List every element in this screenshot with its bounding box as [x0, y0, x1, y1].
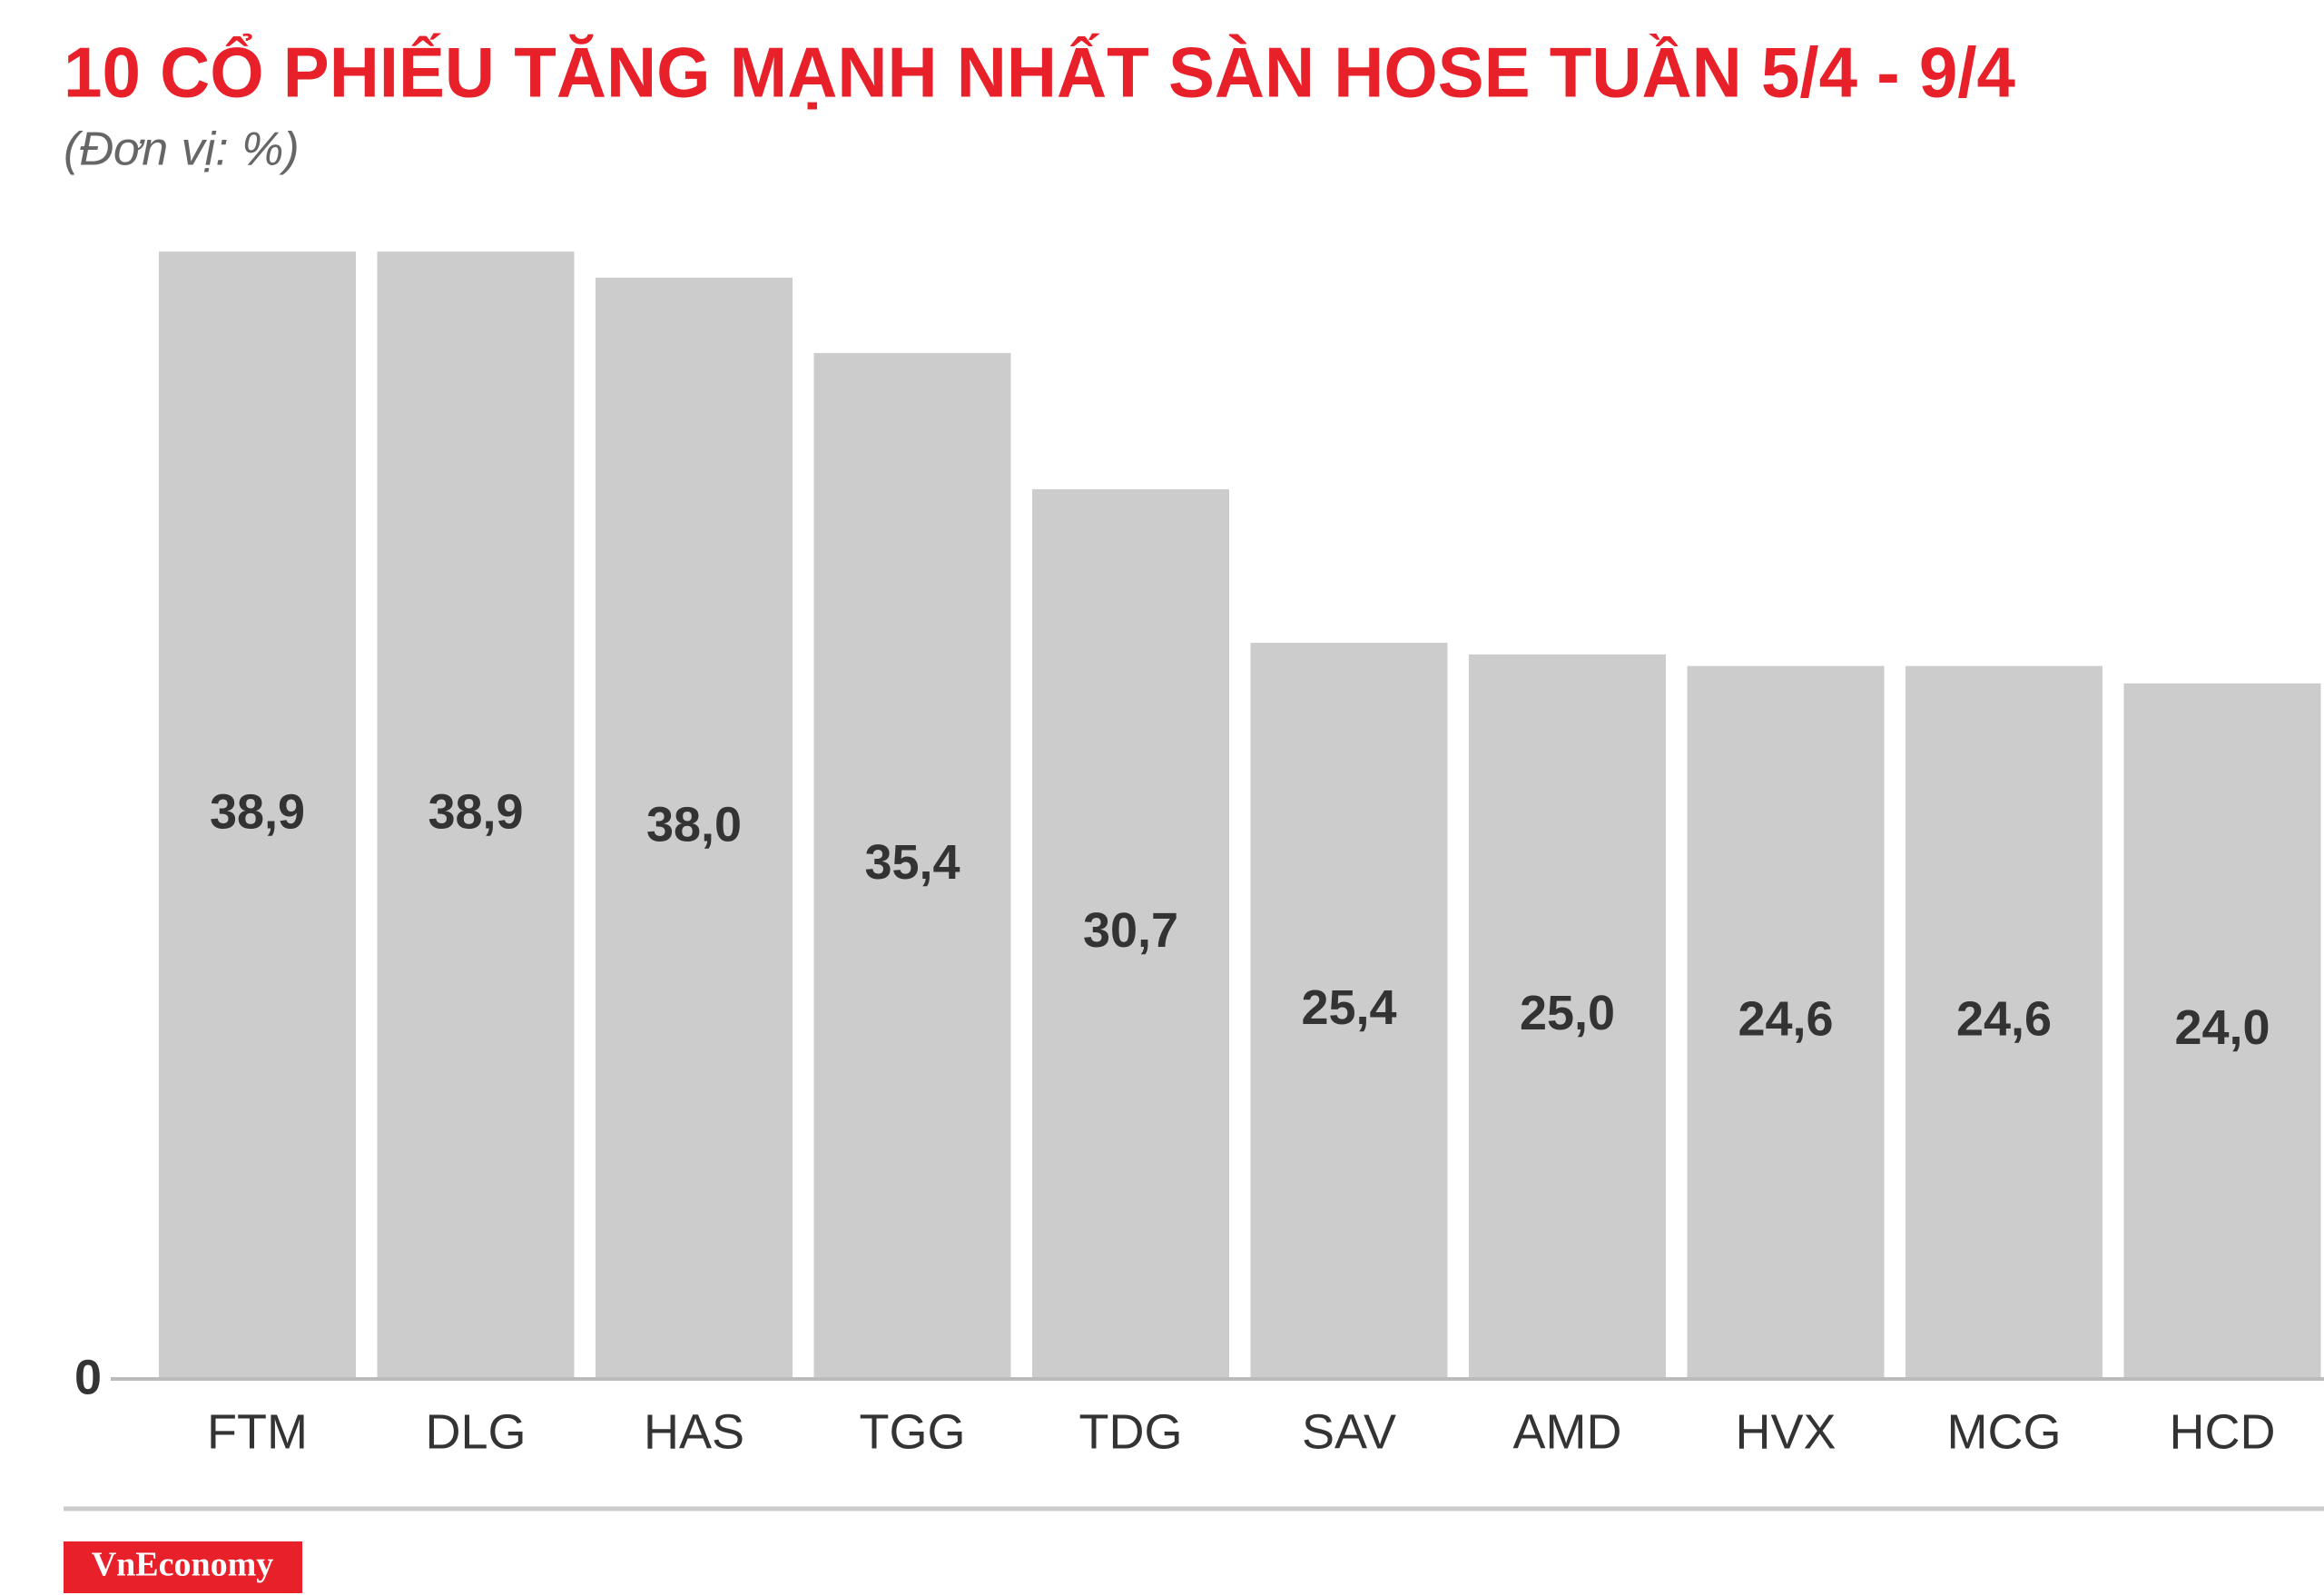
bar [1469, 654, 1666, 1379]
value-label: 24,6 [1738, 992, 1833, 1047]
x-tick-label: DLG [425, 1404, 526, 1459]
x-tick-label: HCD [2170, 1404, 2276, 1459]
chart-subtitle: (Đơn vị: %) [64, 123, 300, 176]
value-label: 24,6 [1956, 992, 2052, 1047]
x-tick-label: MCG [1947, 1404, 2062, 1459]
bar [1905, 665, 2102, 1379]
bar [1032, 488, 1229, 1379]
x-tick-label: TDG [1079, 1404, 1183, 1459]
value-label: 25,4 [1301, 980, 1396, 1035]
value-label: 25,0 [1520, 986, 1615, 1040]
x-tick-label: HVX [1735, 1404, 1836, 1459]
bar [1250, 643, 1448, 1379]
value-label: 24,0 [2174, 1000, 2270, 1055]
brand: VnEconomy [92, 1546, 274, 1584]
bar [596, 277, 793, 1380]
bar [1687, 665, 1885, 1379]
value-label: 38,0 [646, 798, 742, 852]
y-tick-label: 0 [74, 1350, 102, 1404]
x-tick-label: FTM [207, 1404, 308, 1459]
chart-title: 10 CỔ PHIẾU TĂNG MẠNH NHẤT SÀN HOSE TUẦN… [64, 33, 2015, 113]
bar [377, 251, 575, 1380]
value-label: 35,4 [864, 835, 960, 890]
value-label: 38,9 [210, 784, 305, 839]
bar [2123, 683, 2321, 1379]
value-label: 38,9 [428, 784, 523, 839]
bar [813, 352, 1011, 1380]
x-tick-label: TGG [860, 1404, 966, 1459]
x-tick-label: HAS [644, 1404, 744, 1459]
x-tick-label: SAV [1302, 1404, 1396, 1459]
x-tick-label: AMD [1513, 1404, 1622, 1459]
value-label: 30,7 [1083, 903, 1178, 958]
brand-box [64, 1541, 302, 1593]
bar [159, 251, 356, 1380]
